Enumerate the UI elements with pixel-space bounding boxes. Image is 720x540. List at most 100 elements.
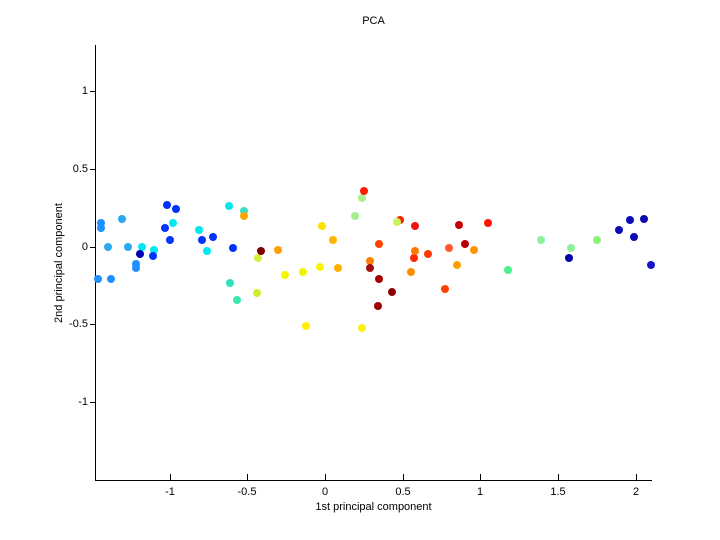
scatter-point bbox=[406, 267, 415, 276]
scatter-point bbox=[411, 222, 420, 231]
scatter-point bbox=[254, 253, 263, 262]
x-tick bbox=[247, 474, 248, 481]
y-tick bbox=[90, 324, 95, 325]
scatter-point bbox=[358, 323, 367, 332]
scatter-point bbox=[198, 236, 207, 245]
scatter-point bbox=[240, 206, 249, 215]
scatter-point bbox=[226, 278, 235, 287]
scatter-point bbox=[328, 236, 337, 245]
y-tick-label: 0.5 bbox=[72, 163, 88, 175]
scatter-point bbox=[106, 275, 115, 284]
x-tick bbox=[403, 474, 404, 481]
scatter-point bbox=[564, 253, 573, 262]
scatter-point bbox=[97, 219, 106, 228]
scatter-point bbox=[639, 214, 648, 223]
y-tick bbox=[90, 91, 95, 92]
scatter-point bbox=[257, 247, 266, 256]
x-tick-label: -0.5 bbox=[237, 486, 257, 498]
scatter-point bbox=[209, 233, 218, 242]
x-tick bbox=[325, 474, 326, 481]
scatter-point bbox=[148, 252, 157, 260]
scatter-point bbox=[97, 224, 106, 232]
scatter-point bbox=[137, 242, 146, 251]
x-tick-label: 2 bbox=[632, 486, 640, 498]
scatter-point bbox=[445, 244, 454, 253]
scatter-point bbox=[232, 295, 241, 304]
y-tick bbox=[90, 247, 95, 248]
scatter-point bbox=[165, 236, 174, 245]
x-tick bbox=[558, 474, 559, 481]
scatter-point bbox=[131, 264, 140, 273]
scatter-point bbox=[625, 216, 634, 225]
scatter-point bbox=[460, 239, 469, 248]
x-tick bbox=[480, 474, 481, 481]
x-tick-label: 1.5 bbox=[550, 486, 566, 498]
y-tick-label: 0 bbox=[81, 241, 88, 253]
scatter-point bbox=[333, 264, 342, 273]
scatter-point bbox=[203, 247, 211, 256]
scatter-point bbox=[392, 217, 401, 226]
scatter-point bbox=[123, 242, 132, 251]
scatter-point bbox=[350, 211, 359, 220]
scatter-point bbox=[358, 194, 367, 203]
scatter-point bbox=[195, 225, 204, 234]
x-tick-label: -1 bbox=[165, 486, 175, 498]
chart-title: PCA bbox=[362, 15, 385, 27]
scatter-point bbox=[375, 275, 384, 284]
scatter-point bbox=[366, 264, 375, 273]
x-tick-label: 0.5 bbox=[395, 486, 411, 498]
scatter-point bbox=[409, 253, 418, 262]
scatter-point bbox=[316, 262, 325, 271]
scatter-point bbox=[317, 222, 326, 231]
scatter-point bbox=[150, 245, 159, 254]
scatter-point bbox=[171, 205, 180, 214]
scatter-point bbox=[359, 186, 368, 195]
scatter-point bbox=[274, 245, 283, 254]
scatter-point bbox=[387, 287, 396, 296]
scatter-point bbox=[453, 261, 462, 270]
x-tick-label: 1 bbox=[476, 486, 484, 498]
scatter-point bbox=[440, 284, 449, 293]
scatter-point bbox=[252, 289, 261, 298]
scatter-point bbox=[162, 200, 171, 209]
scatter-point bbox=[299, 267, 308, 276]
scatter-point bbox=[566, 244, 575, 253]
scatter-point bbox=[136, 250, 145, 259]
scatter-point bbox=[630, 233, 639, 242]
x-tick-label: 0 bbox=[321, 486, 329, 498]
scatter-point bbox=[614, 225, 623, 234]
scatter-point bbox=[484, 219, 493, 228]
scatter-point bbox=[103, 242, 112, 251]
scatter-point bbox=[504, 266, 513, 274]
scatter-point bbox=[240, 211, 249, 220]
scatter-point bbox=[592, 236, 601, 245]
x-tick bbox=[170, 474, 171, 481]
scatter-point bbox=[168, 219, 177, 228]
scatter-point bbox=[229, 244, 238, 253]
scatter-point bbox=[454, 220, 463, 229]
y-tick-label: -1 bbox=[78, 396, 88, 408]
y-tick-label: 1 bbox=[81, 85, 88, 97]
scatter-point bbox=[375, 239, 384, 248]
y-tick-label: -0.5 bbox=[69, 318, 88, 330]
x-axis-label: 1st principal component bbox=[315, 501, 432, 513]
scatter-point bbox=[470, 245, 479, 254]
x-axis-line bbox=[95, 480, 652, 481]
scatter-point bbox=[411, 247, 420, 256]
scatter-point bbox=[94, 275, 103, 284]
scatter-point bbox=[366, 256, 375, 265]
y-tick bbox=[90, 402, 95, 403]
scatter-point bbox=[302, 322, 311, 330]
scatter-point bbox=[536, 236, 545, 245]
scatter-point bbox=[224, 202, 233, 211]
y-axis-line bbox=[95, 45, 96, 481]
scatter-point bbox=[117, 214, 126, 223]
y-tick bbox=[90, 169, 95, 170]
scatter-point bbox=[131, 259, 140, 268]
scatter-point bbox=[423, 250, 432, 259]
scatter-point bbox=[161, 224, 170, 232]
scatter-point bbox=[373, 301, 382, 310]
scatter-point bbox=[280, 270, 289, 279]
x-tick bbox=[636, 474, 637, 481]
